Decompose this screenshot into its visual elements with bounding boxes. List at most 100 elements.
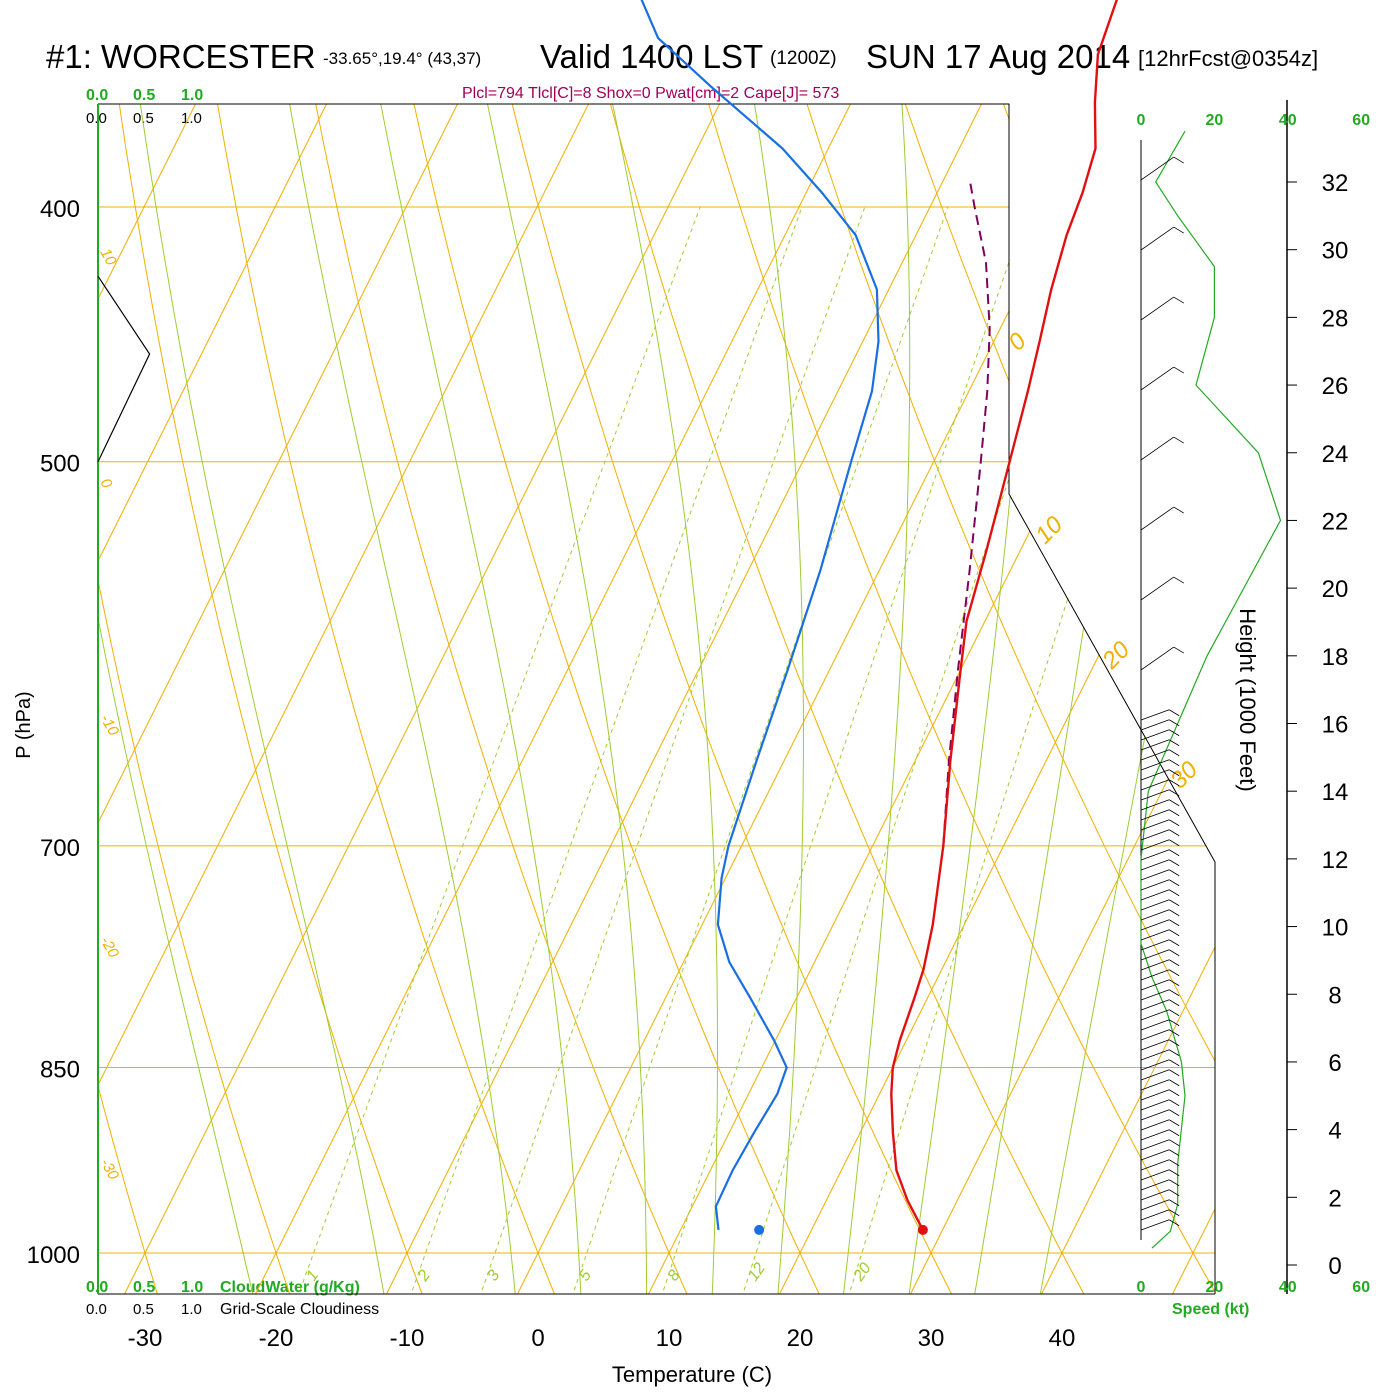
isotherm-label: -20 [97,934,123,962]
wind-barb-flag [1168,1039,1180,1047]
wind-barb [1140,1189,1170,1201]
wind-barb-flag [1168,789,1180,797]
wind-barb [1140,709,1170,721]
moist-adiabat-line [98,104,255,1294]
wind-barb [1140,1099,1170,1111]
wind-barb-flag [1168,1029,1180,1037]
wind-barb [1140,849,1170,861]
temperature-tick-label: 10 [656,1325,683,1352]
wind-barb-flag [1168,1159,1180,1167]
moist-adiabat-line [221,104,517,1294]
dry-adiabat-line [98,104,159,1294]
wind-barb-flag [1168,869,1180,877]
mixing-ratio-line [296,206,701,1294]
wind-barb-flag [1168,959,1180,967]
temperature-line [890,0,1118,1231]
wind-barb [1140,1159,1170,1171]
wind-barb [1140,1059,1170,1071]
moist-adiabat-line [1039,104,1215,1294]
bottom-green-2: 1.0 [181,1279,203,1296]
wind-barb [1140,296,1174,321]
dry-adiabat-label: 0 [1003,327,1032,356]
wind-barb-flag [1168,759,1180,767]
axes: 2503004005007008501000-30-20-10010203040… [27,100,1349,1352]
plot-frame [97,103,1216,1295]
wind-barb [1140,989,1170,1001]
wind-barb [1140,1079,1170,1091]
mixing-ratio-line [479,206,866,1294]
top-green-2: 1.0 [181,87,203,104]
isotherm-line [777,104,1215,1294]
isotherm-label: -10 [97,712,123,740]
top-black-0: 0.0 [86,110,107,127]
wind-barb-flag [1173,226,1184,234]
dry-adiabat-line [152,104,557,1294]
bottom-green-scale: 0.0 0.5 1.0 CloudWater (g/Kg) [86,1279,360,1296]
wind-barb-flag [1168,969,1180,977]
isotherm-line [1302,0,1400,1298]
wind-barb-flag [1168,829,1180,837]
isotherm-label: 10 [97,246,120,270]
height-tick-label: 30 [1322,238,1349,265]
height-tick-label: 24 [1322,441,1349,468]
temperature-tick-label: -30 [128,1325,163,1352]
moist-adiabat-line [841,104,911,1294]
wind-barb [1140,1069,1170,1081]
wind-barb [1140,1139,1170,1151]
speed-tick-label-bottom: 0 [1137,1279,1146,1296]
surface-temp-marker [917,1224,928,1235]
utc-time: (1200Z) [770,48,837,69]
wind-barb [1140,949,1170,961]
wind-barb [1140,1169,1170,1181]
mixing-ratio-line [847,206,1196,1294]
wind-barb-flag [1168,719,1180,727]
wind-barb-flag [1168,909,1180,917]
pressure-tick-label: 1000 [27,1242,80,1269]
isotherm-line [1170,104,1215,1294]
wind-barb-flag [1168,1169,1180,1177]
wind-barb-flag [1168,1009,1180,1017]
top-green-1: 0.5 [133,87,155,104]
dry-adiabat-line [327,104,822,1294]
height-tick-label: 18 [1322,644,1349,671]
wind-barb [1140,1029,1170,1041]
wind-barb-flag [1173,296,1184,304]
wind-barb-flag [1168,729,1180,737]
wind-barb-flag [1168,749,1180,757]
wind-barb-flag [1168,1199,1180,1207]
temperature-tick-label: -20 [259,1325,294,1352]
wind-barb-flag [1168,709,1180,717]
wind-barb [1140,829,1170,841]
temperature-tick-label: 30 [918,1325,945,1352]
wind-barb-flag [1168,1219,1180,1227]
wind-barb [1140,929,1170,941]
wind-barb-flag [1168,1179,1180,1187]
mixing-ratio-line [660,206,1029,1294]
wind-barb [1140,889,1170,901]
dry-adiabat-label: 20 [1096,636,1135,675]
height-tick-label: 20 [1322,576,1349,603]
wind-barb [1140,919,1170,931]
wind-barb-flag [1168,949,1180,957]
wind-barb-flag [1168,979,1180,987]
moist-adiabat-line [98,104,386,1294]
wind-barb [1140,1039,1170,1051]
height-tick-label: 16 [1322,712,1349,739]
wind-barb-flag [1173,506,1184,514]
wind-barb [1140,879,1170,891]
wind-barb [1140,939,1170,951]
isotherm-line [98,104,175,1294]
wind-barb-flag [1168,1049,1180,1057]
wind-barb-flag [1168,929,1180,937]
mixing-ratio-line [571,206,949,1294]
isotherm-line [122,104,961,1294]
wind-barb-flag [1168,819,1180,827]
wind-barb-flag [1168,839,1180,847]
speed-tick-label-bottom: 20 [1206,1279,1224,1296]
wind-barb [1140,909,1170,921]
wind-barb [1140,959,1170,971]
height-tick-label: 14 [1322,779,1349,806]
valid-date: SUN 17 Aug 2014 [866,38,1130,75]
